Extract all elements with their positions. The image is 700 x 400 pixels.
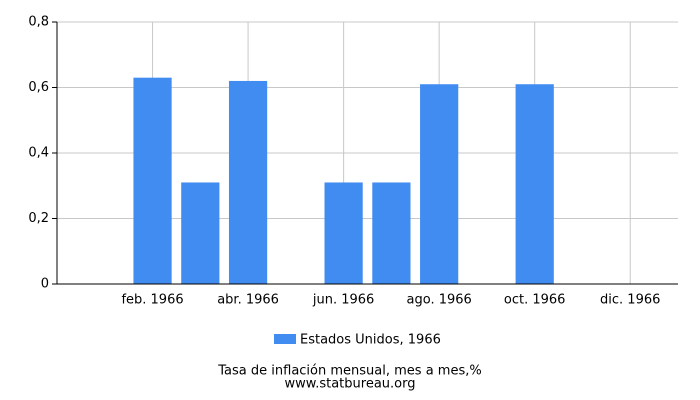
y-tick-label: 0,6 — [28, 80, 49, 95]
bar — [515, 84, 554, 284]
x-tick-label: jun. 1966 — [312, 293, 374, 308]
bar — [372, 182, 411, 284]
y-tick-label: 0,4 — [28, 146, 49, 161]
x-tick-label: oct. 1966 — [504, 293, 566, 308]
x-tick-label: abr. 1966 — [217, 293, 279, 308]
bar — [324, 182, 363, 284]
x-tick-label: ago. 1966 — [407, 293, 472, 308]
x-tick-label: dic. 1966 — [600, 293, 660, 308]
bar — [181, 182, 220, 284]
legend-label: Estados Unidos, 1966 — [300, 333, 441, 348]
caption: Tasa de inflación mensual, mes a mes,% — [217, 364, 481, 379]
x-tick-label: feb. 1966 — [121, 293, 183, 308]
legend-swatch — [274, 334, 296, 344]
bar — [420, 84, 459, 284]
y-tick-label: 0,8 — [28, 15, 49, 30]
y-tick-label: 0,2 — [28, 211, 49, 226]
source: www.statbureau.org — [285, 377, 416, 392]
y-tick-label: 0 — [41, 277, 49, 292]
bar — [133, 77, 172, 284]
bar — [228, 80, 268, 284]
